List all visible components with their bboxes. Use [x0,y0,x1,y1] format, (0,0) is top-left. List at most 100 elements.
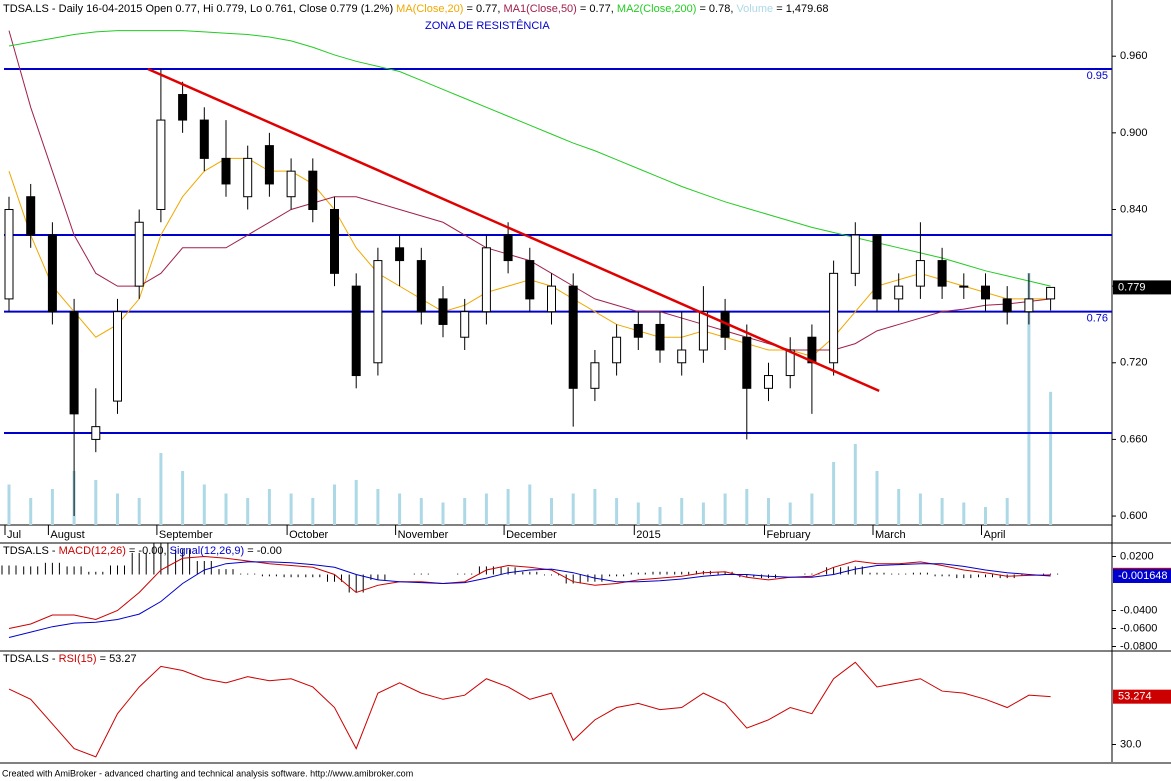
x-tick-label: December [506,529,557,541]
volume-bar [918,493,922,525]
candle-body [894,285,904,300]
candle-body [742,336,752,389]
annotation: ZONA DE RESISTÊNCIA [425,19,550,32]
volume-bar [767,498,770,525]
volume-bar [897,489,901,525]
x-tick-label: February [767,529,812,541]
candle-body [156,119,166,210]
volume-bar [419,498,423,525]
value-box-label: 53.274 [1118,691,1152,703]
x-tick-label: 2015 [636,529,660,541]
header-part: Signal(12,26,9) [170,545,245,557]
y-tick-label: 0.960 [1120,50,1148,62]
y-tick-label: -0.0600 [1120,622,1157,634]
header-part: TDSA.LS - [3,545,59,557]
volume-bar [94,480,98,525]
volume-bar [528,484,532,525]
candle-body [981,285,990,300]
candle-body [438,298,448,325]
x-tick-label: Jul [7,529,21,541]
volume-bar [853,444,857,525]
volume-bar [984,507,987,525]
candle-body [351,285,361,377]
header-part: = 1,479.68 [773,3,828,15]
volume-bar [615,498,619,525]
header-part: RSI(15) [59,653,97,665]
volume-bar [1027,273,1031,525]
volume-bar [7,484,11,525]
candle-body [1046,286,1056,300]
candle-body [915,260,925,287]
candle-body [178,94,188,121]
candle-body [47,234,57,313]
volume-bar [116,493,119,525]
candle-body [850,234,860,274]
candle-body [959,285,969,288]
volume-bar [137,498,141,525]
x-tick-label: October [289,529,328,541]
candle-body [286,170,296,198]
value-box [1113,689,1171,704]
y-tick-label: 0.0200 [1120,550,1154,562]
panel-header: TDSA.LS - MACD(12,26) = -0.00, Signal(12… [3,545,282,557]
candle-body [590,362,600,389]
volume-bar [50,489,54,525]
volume-bar [159,453,163,525]
candle-body [416,260,426,313]
candle-body [1002,298,1012,313]
volume-bar [333,484,336,525]
volume-bar [181,471,185,525]
volume-bar [202,484,206,525]
volume-bar [1005,498,1009,525]
candle-body [525,260,535,300]
candle-body [26,196,36,236]
header-part: MACD(12,26) [59,545,126,557]
candle-body [829,272,839,364]
volume-bar [832,462,836,525]
candle-body [69,311,79,415]
volume-bar [354,480,358,525]
y-tick-label: 30.0 [1120,738,1141,750]
volume-bar [550,498,553,525]
header-part: Volume [736,3,773,15]
volume-bar [745,489,749,525]
candle-body [612,336,622,364]
volume-bar [1049,391,1053,525]
candle-body [764,375,773,389]
value-box [1113,280,1171,295]
header-part: TDSA.LS - [3,653,59,665]
x-tick-label: November [398,529,449,541]
header-part: = 0.78, [696,3,736,15]
y-tick-label: 0.720 [1120,357,1148,369]
volume-bar [593,489,597,525]
indicator-line [8,661,1051,758]
y-tick-label: 0.660 [1120,433,1148,445]
x-tick-label: August [50,529,84,541]
x-tick-label: April [984,529,1006,541]
header-part: = -0.00, [126,545,170,557]
y-tick-label: -0.0400 [1120,604,1157,616]
candle-body [373,260,383,364]
candle-body [677,349,687,364]
candle-body [633,323,643,338]
candle-body [1024,298,1034,313]
candle-body [547,285,556,313]
header-part: MA2(Close,200) [617,3,696,15]
candle-body [264,145,274,185]
volume-bar [246,498,250,525]
candle-body [113,311,122,402]
candle-body [199,119,209,159]
volume-bar [636,502,640,525]
candle-body [91,426,101,440]
volume-bar [962,502,966,525]
candle-body [503,234,513,262]
indicator-line [8,561,1051,638]
indicator-line [8,555,1051,629]
value-box-label: 0.779 [1118,281,1146,293]
y-tick-label: 0.840 [1120,203,1148,215]
volume-bar [680,498,684,525]
trendline [147,67,880,393]
header-part: MA1(Close,50) [503,3,576,15]
